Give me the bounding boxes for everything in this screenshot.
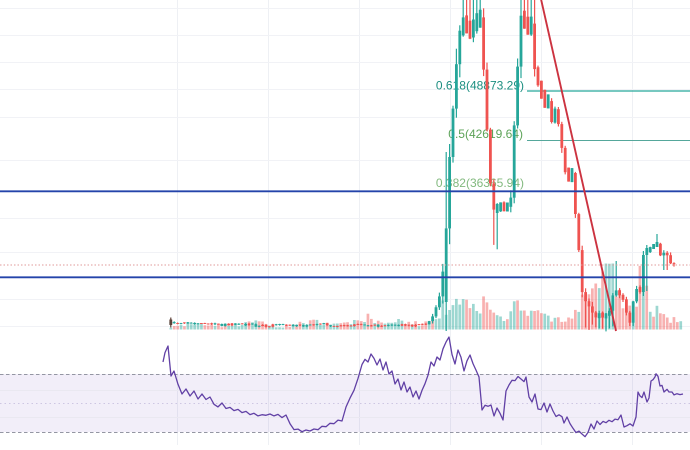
- svg-text:0.618(48873.29): 0.618(48873.29): [436, 79, 524, 93]
- svg-text:0.382(36365.94): 0.382(36365.94): [436, 176, 524, 190]
- svg-text:0.5(42619.64): 0.5(42619.64): [448, 127, 523, 141]
